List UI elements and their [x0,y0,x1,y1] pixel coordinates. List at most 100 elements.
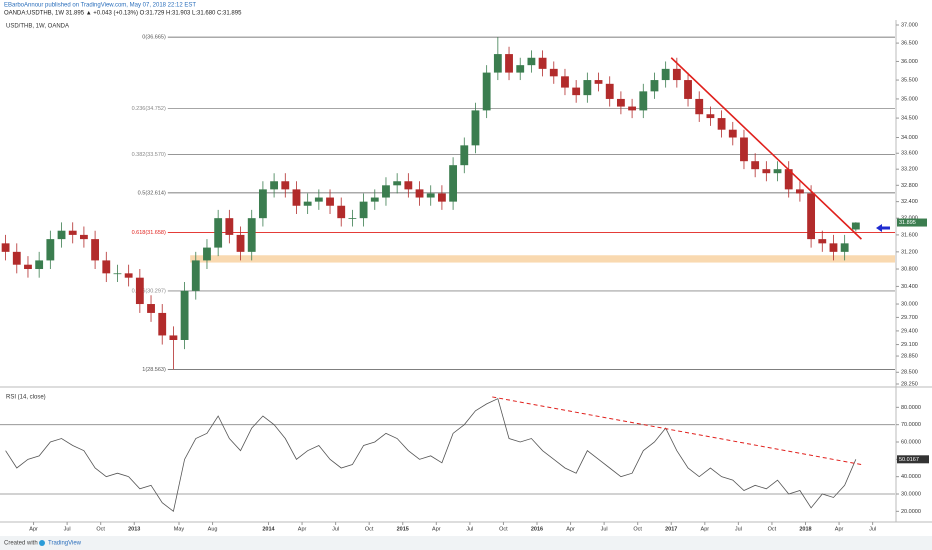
candle-body [505,54,513,73]
fib-label: 1(28.563) [142,367,166,373]
symbol-header: OANDA:USDTHB, 1W 31.895 ▲ +0.043 (+0.13%… [4,11,242,17]
x-tick-label: May [174,526,185,532]
y-tick-label: 34.000 [901,135,918,141]
y-tick-label: 31.200 [901,249,918,255]
candle-body [12,251,21,265]
y-tick-label: 36.500 [901,41,918,47]
x-tick-label: 2015 [397,526,409,532]
candle-body [225,218,234,235]
rsi-last-box [897,455,929,464]
candle-body [650,80,659,92]
footer-bar [0,536,932,550]
candle-body [214,218,223,248]
candle-body [751,161,760,170]
rsi-last-label: 50.0167 [899,457,919,463]
y-tick-label: 29.400 [901,328,918,334]
candle-body [203,247,211,261]
candle-body [292,189,301,206]
y-tick-label: 31.600 [901,232,918,238]
y-tick-label: 32.400 [901,199,918,205]
y-tick-label: 30.000 [901,301,918,307]
candle-body [124,273,133,278]
publisher: EBarboAnnour published on TradingView.co… [4,3,196,9]
candle-body [605,83,614,99]
y-tick-label: 30.400 [901,284,918,290]
candle-body [561,76,569,88]
candle-body [68,230,77,235]
candle-body [482,72,491,111]
candle-body [303,201,312,206]
y-tick-label: 28.500 [901,370,918,376]
candle-body [169,335,178,340]
candle-body [762,169,771,174]
candle-body [359,201,368,219]
trendline [670,57,862,240]
y-tick-label: 35.500 [901,78,918,84]
y-tick-label: 29.100 [901,342,918,348]
y-tick-label: 33.200 [901,167,918,173]
candle-body [672,68,681,81]
rsi-y-tick-label: 70.0000 [901,422,921,428]
y-tick-label: 35.000 [901,96,918,102]
candle-body [348,218,357,219]
y-tick-label: 36.000 [901,59,918,65]
candle-body [270,181,279,190]
support-zone [190,255,895,263]
fib-label: 0.618(31.658) [132,230,166,236]
candle-body [818,239,827,244]
candle-body [57,230,66,240]
y-tick-label: 37.000 [901,22,918,28]
candle-body [549,68,558,77]
candle-body [404,181,413,190]
candle-body [382,185,390,198]
candle-body [740,137,748,162]
last-price-box [897,218,927,227]
candle-body [840,243,849,252]
x-tick-label: Apr [566,526,575,532]
y-tick-label: 34.500 [901,116,918,122]
candle-body [79,234,88,240]
candle-body [415,189,424,198]
brand: TradingView [48,541,82,547]
x-tick-label: Apr [701,526,710,532]
candle-body [426,193,435,198]
candle-body [784,169,793,190]
y-tick-label: 28.850 [901,353,918,359]
candle-body [135,277,144,305]
candle-body [695,98,704,115]
rsi-line [5,398,857,513]
fib-label: 0.236(34.752) [132,106,166,112]
x-tick-label: Apr [29,526,38,532]
candle-body [471,110,480,146]
x-tick-label: Oct [96,526,105,532]
candle-body [572,87,581,96]
brand-icon [39,540,45,546]
candle-body [147,304,155,313]
x-tick-label: 2014 [262,526,275,532]
candle-body [538,57,547,69]
candle-body [449,165,458,202]
footer-text: Created with [4,541,38,547]
x-tick-label: Apr [298,526,307,532]
candle-body [326,197,334,206]
x-tick-label: Oct [633,526,642,532]
candle-body [314,197,323,202]
y-tick-label: 28.250 [901,381,918,387]
candle-body [460,145,469,166]
x-tick-label: 2018 [799,526,811,532]
candle-body [158,312,167,336]
x-tick-label: Apr [835,526,844,532]
x-tick-label: Jul [735,526,742,532]
last-price-label: 31.895 [899,220,916,226]
x-tick-label: 2013 [128,526,140,532]
candle-body [493,54,502,73]
candle-body [516,65,525,73]
candle-body [91,239,100,261]
candle-body [258,189,267,219]
rsi-y-tick-label: 30.0000 [901,491,921,497]
rsi-y-tick-label: 20.0000 [901,509,921,515]
fib-label: 0(36.665) [142,35,166,41]
x-tick-label: Jul [332,526,339,532]
